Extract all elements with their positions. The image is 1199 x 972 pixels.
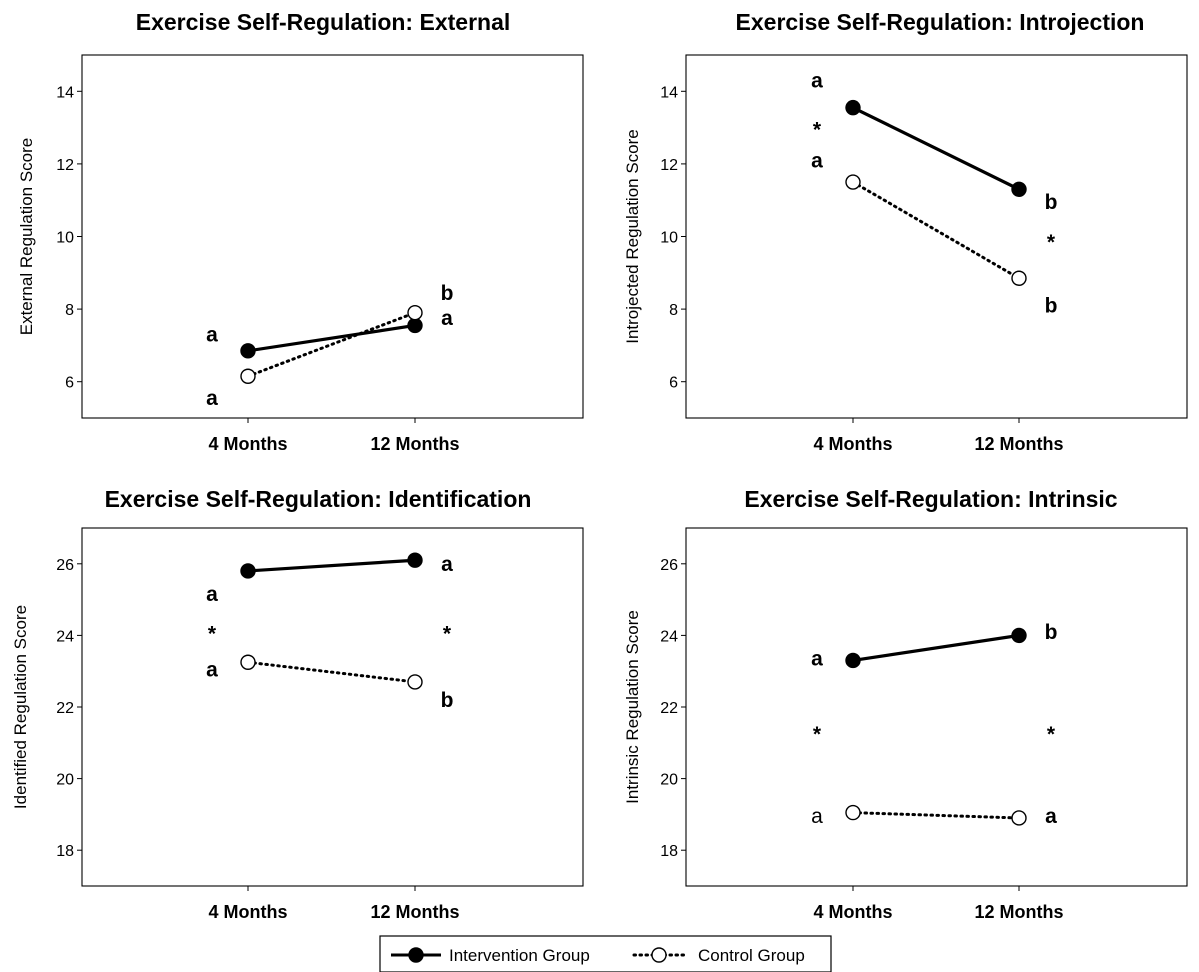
intervention-series-line	[247, 558, 416, 573]
significance-annotation: a	[441, 307, 453, 330]
control-point	[240, 654, 256, 670]
chart-title: Exercise Self-Regulation: Identification	[105, 486, 532, 512]
significance-annotation: *	[443, 623, 452, 646]
chart-panel-4: Exercise Self-Regulation: Intrinsic Intri…	[623, 486, 1188, 922]
control-series-line	[246, 311, 417, 378]
y-axis-label: Identified Regulation Score	[11, 605, 30, 809]
intervention-point	[240, 563, 256, 579]
intervention-point	[240, 343, 256, 359]
chart-panel-2: Exercise Self-Regulation: Introjection In…	[623, 9, 1188, 454]
significance-annotation: b	[1045, 191, 1058, 214]
y-tick-label: 14	[56, 84, 74, 101]
x-category-label: 4 Months	[209, 902, 288, 922]
intervention-point	[407, 552, 423, 568]
y-tick-label: 8	[65, 302, 74, 319]
x-category-label: 4 Months	[814, 434, 893, 454]
y-tick-label: 22	[56, 700, 74, 717]
x-category-label: 4 Months	[814, 902, 893, 922]
y-axis-label: Introjected Regulation Score	[623, 129, 642, 344]
significance-annotation: *	[1047, 231, 1056, 254]
chart-title: Exercise Self-Regulation: External	[136, 9, 511, 35]
y-tick-label: 6	[65, 375, 74, 392]
significance-annotation: b	[1045, 621, 1058, 644]
control-point	[845, 804, 861, 821]
chart-panel-3: Exercise Self-Regulation: Identification…	[11, 486, 584, 922]
significance-annotation: b	[441, 282, 454, 305]
significance-annotation: *	[813, 118, 822, 141]
legend-intervention-label: Intervention Group	[449, 946, 590, 965]
significance-annotation: a	[206, 583, 218, 606]
y-tick-label: 24	[56, 628, 74, 645]
significance-annotation: a	[441, 553, 453, 576]
chart-title: Exercise Self-Regulation: Intrinsic	[744, 486, 1117, 512]
plot-area	[685, 54, 1188, 419]
control-series-line	[851, 811, 1021, 820]
y-tick-label: 26	[56, 557, 74, 574]
x-category-label: 12 Months	[974, 902, 1063, 922]
significance-annotation: b	[441, 689, 454, 712]
significance-annotation: a	[206, 387, 218, 410]
x-category-label: 12 Months	[370, 902, 459, 922]
x-category-label: 12 Months	[974, 434, 1063, 454]
significance-annotation: a	[811, 648, 823, 671]
significance-annotation: *	[813, 723, 822, 746]
plot-area	[81, 527, 584, 887]
intervention-point	[1011, 181, 1027, 198]
y-tick-label: 12	[660, 157, 678, 174]
control-point	[240, 368, 256, 384]
y-axis-label: External Regulation Score	[17, 138, 36, 336]
y-tick-label: 26	[660, 557, 678, 574]
plot-area	[81, 54, 584, 419]
y-tick-label: 24	[660, 628, 678, 645]
control-point	[407, 674, 423, 690]
control-point	[845, 174, 861, 190]
control-point	[1011, 810, 1027, 826]
legend-control-label: Control Group	[698, 946, 805, 965]
y-tick-label: 8	[669, 302, 678, 319]
significance-annotation: a	[811, 69, 823, 92]
control-series-line	[246, 660, 417, 684]
intervention-series-line	[852, 633, 1020, 663]
y-tick-label: 18	[56, 843, 74, 860]
intervention-point	[845, 652, 861, 669]
intervention-point	[407, 317, 423, 334]
y-tick-label: 10	[660, 230, 678, 247]
plot-area	[685, 527, 1188, 887]
y-tick-label: 14	[660, 84, 678, 101]
intervention-point	[1011, 627, 1027, 644]
y-tick-label: 18	[660, 843, 678, 860]
chart-panels: Exercise Self-Regulation: External Extern…	[11, 9, 1188, 922]
legend-control-marker	[651, 947, 667, 963]
significance-annotation: a	[811, 149, 823, 172]
y-axis-label: Intrinsic Regulation Score	[623, 610, 642, 804]
y-tick-label: 22	[660, 700, 678, 717]
significance-annotation: b	[1045, 294, 1058, 317]
control-point	[1011, 270, 1027, 286]
significance-annotation: a	[206, 658, 218, 681]
y-tick-label: 6	[669, 375, 678, 392]
y-tick-label: 12	[56, 157, 74, 174]
intervention-point	[845, 99, 861, 116]
significance-annotation: a	[811, 805, 823, 828]
intervention-series-line	[247, 323, 416, 353]
legend-intervention-marker	[408, 947, 424, 963]
legend: Intervention Group Control Group	[379, 935, 832, 972]
y-tick-label: 20	[56, 772, 74, 789]
chart-title: Exercise Self-Regulation: Introjection	[736, 9, 1145, 35]
control-series-line	[851, 180, 1021, 280]
control-point	[407, 305, 423, 321]
significance-annotation: *	[208, 623, 217, 646]
x-category-label: 12 Months	[370, 434, 459, 454]
y-tick-label: 10	[56, 230, 74, 247]
significance-annotation: a	[1045, 805, 1057, 828]
legend-box	[379, 935, 832, 972]
chart-panel-1: Exercise Self-Regulation: External Extern…	[17, 9, 584, 454]
x-category-label: 4 Months	[209, 434, 288, 454]
y-tick-label: 20	[660, 772, 678, 789]
significance-annotation: *	[1047, 723, 1056, 746]
intervention-series-line	[852, 106, 1020, 191]
significance-annotation: a	[206, 324, 218, 347]
